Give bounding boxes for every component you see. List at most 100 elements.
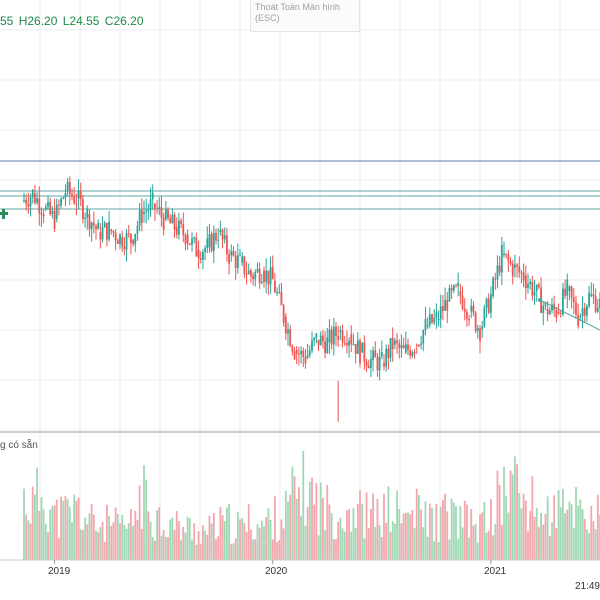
candle-body [376, 357, 379, 371]
candle-body [514, 264, 516, 268]
volume-bar [466, 504, 468, 560]
candle-body [420, 343, 422, 346]
volume-bar [450, 498, 453, 560]
volume-bar [588, 533, 590, 560]
volume-bar [66, 499, 69, 560]
candle-body [298, 353, 300, 355]
volume-bar [538, 526, 540, 560]
candle-body [313, 338, 316, 341]
candle-body [88, 214, 91, 230]
candle-body [308, 350, 311, 355]
candle-body [500, 245, 503, 273]
candle-body [452, 285, 455, 291]
volume-bar [97, 532, 100, 560]
candle-body [396, 340, 398, 344]
volume-bar [326, 485, 329, 560]
volume-bar [99, 527, 102, 560]
volume-bar [88, 513, 91, 560]
candle-body [212, 233, 215, 251]
candle-body [42, 214, 45, 217]
candle-body [123, 246, 126, 250]
ohlc-close: C26.20 [104, 14, 144, 28]
volume-bar [476, 542, 479, 560]
candle-body [586, 306, 588, 316]
candle-body [182, 223, 185, 235]
candle-body [463, 308, 466, 312]
volume-bar [439, 506, 442, 560]
volume-bar [79, 529, 82, 560]
candle-body [29, 197, 32, 207]
candle-body [234, 255, 237, 268]
trend-line-anchor [538, 298, 542, 302]
candle-body [103, 222, 106, 228]
volume-bar [426, 536, 429, 560]
candle-body [47, 201, 49, 208]
volume-bar [433, 541, 436, 560]
volume-bar [247, 504, 250, 560]
volume-bar [431, 507, 433, 560]
candle-body [106, 222, 108, 240]
candle-body [490, 294, 492, 313]
candle-body [62, 197, 65, 199]
tooltip-line2: (ESC) [255, 13, 280, 23]
candle-body [263, 270, 265, 283]
candle-body [276, 292, 278, 294]
volume-bar [136, 519, 139, 560]
candle-body [86, 208, 89, 218]
volume-bar [446, 511, 449, 560]
volume-bar [121, 514, 124, 560]
volume-bar [64, 496, 67, 560]
candle-body [241, 256, 244, 263]
volume-bar [322, 497, 324, 560]
volume-bar [234, 538, 237, 560]
volume-bar [570, 504, 573, 560]
volume-bar [289, 494, 292, 560]
candle-body [143, 212, 145, 215]
candle-body [431, 314, 433, 323]
volume-bar [40, 497, 43, 560]
volume-bar [531, 476, 534, 560]
candle-body [304, 356, 307, 364]
candle-body [195, 237, 198, 257]
candle-body [562, 288, 564, 315]
candle-body [339, 330, 342, 333]
volume-bar [147, 511, 150, 560]
candle-body [470, 305, 473, 312]
volume-bar [145, 479, 148, 560]
candle-body [581, 308, 584, 316]
candle-body [531, 282, 534, 296]
volume-label: g có sẵn [0, 440, 38, 451]
candle-body [522, 272, 525, 281]
candle-body [383, 362, 385, 367]
candle-body [418, 344, 420, 346]
volume-bar [437, 542, 440, 560]
candle-body [529, 282, 532, 284]
volume-bar [245, 531, 248, 560]
candle-body [73, 196, 76, 204]
candle-body [413, 352, 416, 354]
volume-bar [572, 528, 575, 560]
candle-body [498, 265, 501, 273]
volume-bar [548, 535, 551, 560]
volume-bar [457, 538, 460, 560]
candle-body [455, 285, 457, 287]
volume-bar [47, 532, 49, 560]
candle-body [53, 210, 56, 229]
candle-body [260, 281, 263, 284]
volume-bar [527, 531, 529, 560]
volume-bar [367, 528, 370, 560]
candle-body [167, 209, 169, 219]
candle-body [385, 348, 388, 367]
tooltip-line1: Thoát Toàn Màn hình [255, 2, 340, 12]
candle-body [97, 222, 100, 230]
candle-body [472, 305, 475, 313]
volume-bar [300, 515, 302, 560]
trend-line[interactable] [538, 298, 600, 331]
candle-body [481, 326, 484, 330]
volume-bar [592, 521, 595, 560]
candle-body [151, 192, 154, 200]
candle-body [444, 300, 446, 311]
volume-bar [169, 519, 172, 560]
plus-marker-icon[interactable] [0, 209, 8, 219]
